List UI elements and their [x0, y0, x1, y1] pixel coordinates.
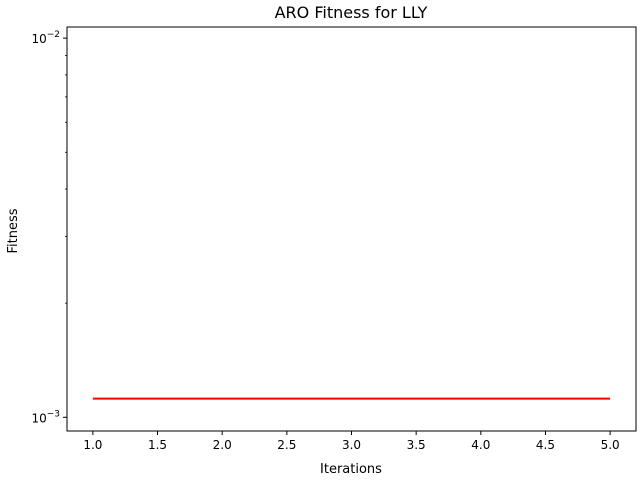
- x-tick-label: 1.5: [148, 438, 167, 452]
- y-axis: 10−3 10−2: [31, 30, 67, 425]
- x-axis-label: Iterations: [320, 462, 382, 477]
- y-tick-label: 10−3: [31, 409, 60, 425]
- x-tick-label: 2.0: [213, 438, 232, 452]
- x-tick-label: 4.0: [471, 438, 490, 452]
- x-tick-label: 4.5: [536, 438, 555, 452]
- x-axis: 1.0 1.5 2.0 2.5 3.0 3.5 4.0 4.5 5.0: [83, 431, 620, 452]
- x-tick-label: 3.5: [407, 438, 426, 452]
- axes-frame: [66, 26, 637, 432]
- x-tick-label: 1.0: [83, 438, 102, 452]
- x-tick-label: 3.0: [342, 438, 361, 452]
- x-tick-label: 2.5: [277, 438, 296, 452]
- chart-title: ARO Fitness for LLY: [275, 3, 428, 22]
- y-tick-label: 10−2: [31, 30, 60, 46]
- x-tick-label: 5.0: [601, 438, 620, 452]
- y-axis-label: Fitness: [6, 208, 21, 253]
